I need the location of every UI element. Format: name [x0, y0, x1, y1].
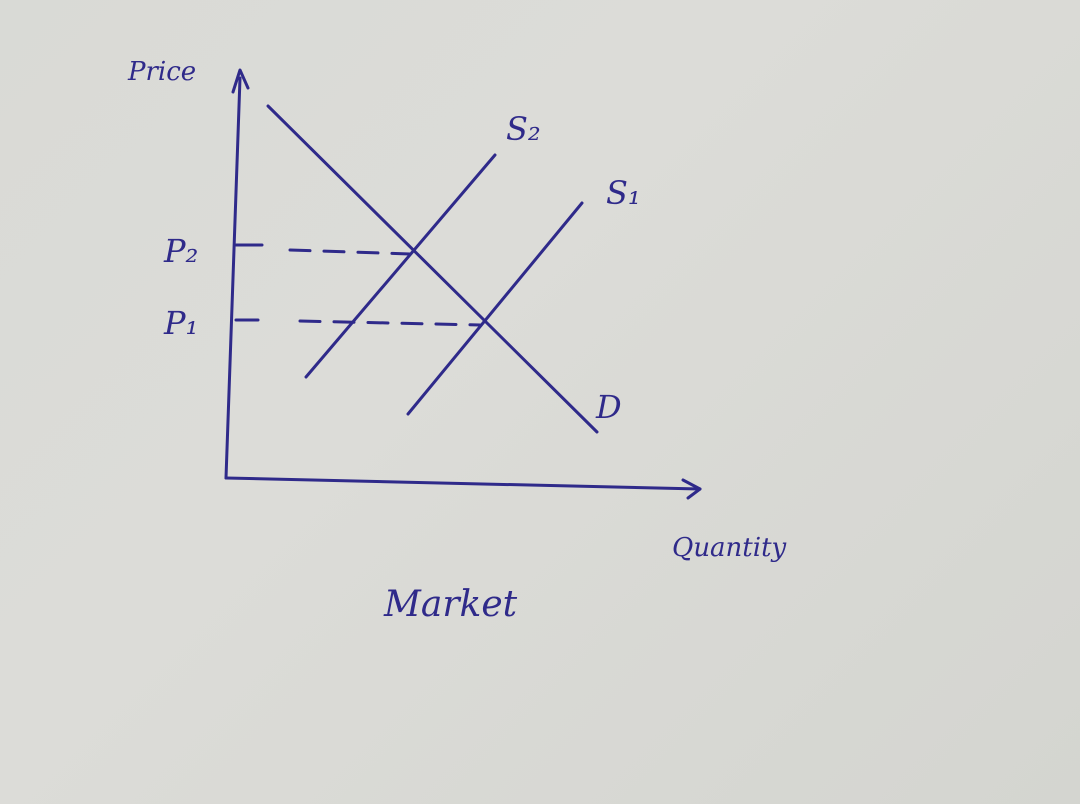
supply-curve-2	[304, 153, 497, 379]
price-level-p2	[234, 243, 412, 256]
x-axis-arrowhead	[681, 478, 702, 500]
y-axis-arrowhead	[231, 68, 250, 94]
p1-label: P₁	[163, 304, 198, 342]
x-axis-label: Quantity	[672, 533, 787, 563]
axes	[224, 68, 702, 500]
demand-label: D	[595, 388, 622, 426]
supply-2-label: S₂	[506, 110, 541, 148]
p2-dashed-line	[288, 248, 412, 256]
demand-curve	[266, 104, 599, 434]
p1-dashed-line	[298, 319, 482, 327]
diagram-title: Market	[383, 584, 518, 625]
y-axis	[224, 76, 242, 480]
p2-label: P₂	[163, 232, 198, 270]
supply-1-label: S₁	[606, 174, 641, 212]
x-axis	[224, 476, 702, 491]
supply-curve-1	[406, 201, 584, 416]
price-level-p1	[234, 318, 482, 327]
y-axis-label: Price	[127, 57, 196, 87]
